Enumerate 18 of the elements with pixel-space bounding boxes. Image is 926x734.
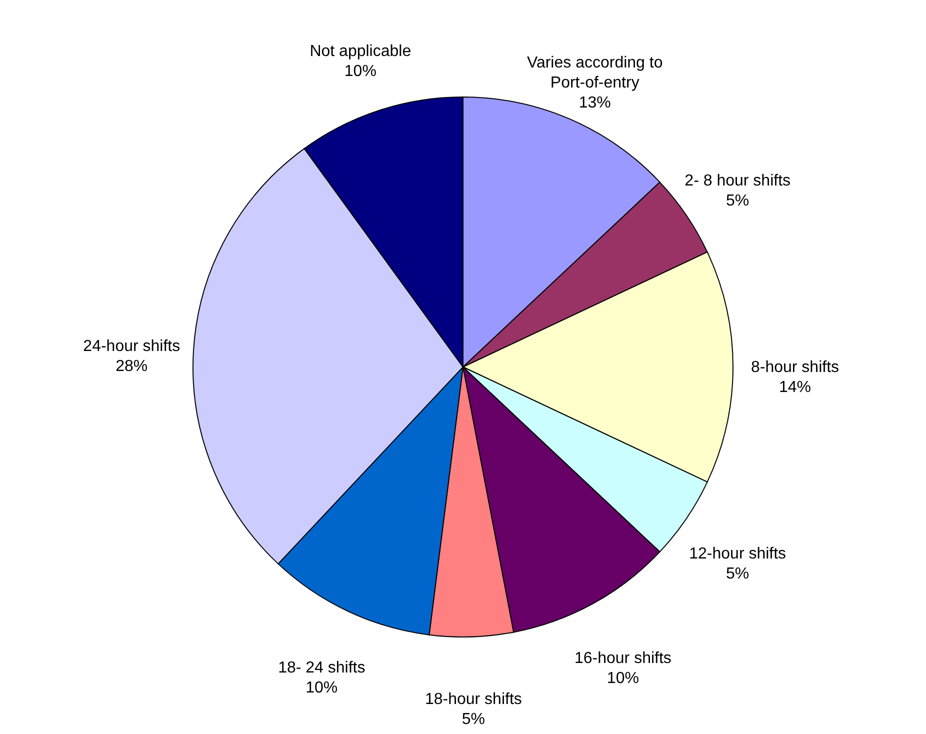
- slice-label: Varies according to Port-of-entry: [526, 54, 663, 92]
- slice-label: 24-hour shifts: [83, 338, 180, 356]
- data-label: 5%: [726, 566, 750, 583]
- slice-label: 12-hour shifts: [689, 546, 786, 563]
- data-label: 28%: [116, 358, 148, 376]
- slice-label: Not applicable: [310, 43, 412, 60]
- data-label: 5%: [462, 710, 485, 728]
- slice-label: 18-hour shifts: [424, 690, 522, 708]
- slice-label: 2- 8 hour shifts: [684, 172, 791, 190]
- data-label: 10%: [606, 670, 639, 687]
- data-label: 10%: [344, 63, 376, 80]
- data-label: 5%: [726, 192, 750, 210]
- data-label: 14%: [778, 379, 812, 396]
- slice-label: 16-hour shifts: [574, 650, 672, 667]
- data-label: 13%: [578, 94, 611, 112]
- slice-label: 8-hour shifts: [750, 359, 840, 376]
- data-label: 10%: [306, 679, 338, 696]
- slice-label: 18- 24 shifts: [278, 659, 366, 676]
